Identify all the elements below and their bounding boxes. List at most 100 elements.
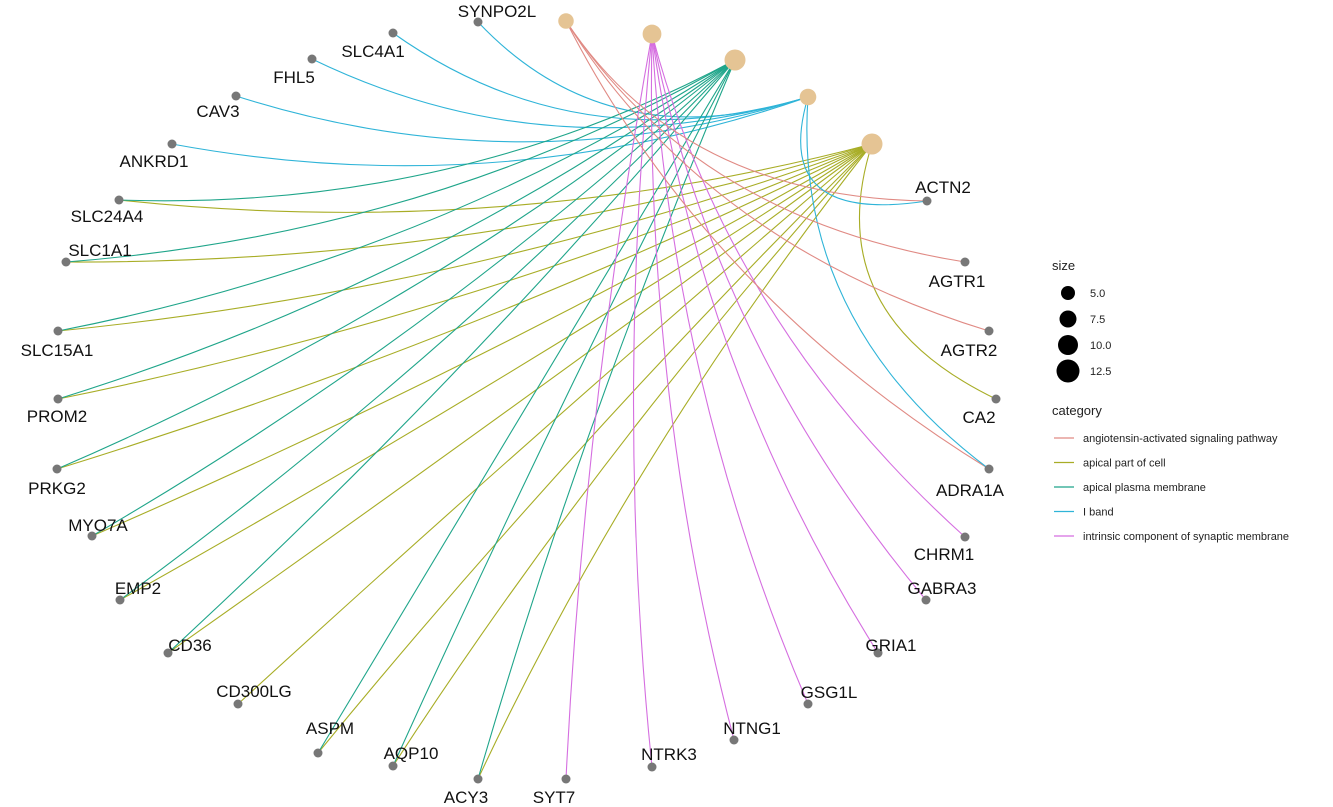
edge-apical_membrane-prom2 [57, 59, 736, 400]
category-node-apical_membrane [724, 49, 746, 71]
gene-label-ankrd1: ANKRD1 [120, 152, 189, 171]
edge-i_band-slc4a1 [392, 32, 809, 121]
gene-label-gabra3: GABRA3 [908, 579, 977, 598]
gene-label-agtr1: AGTR1 [929, 272, 986, 291]
gene-label-gria1: GRIA1 [865, 636, 916, 655]
category-node-synaptic [642, 24, 662, 44]
edge-synaptic-gsg1l [651, 33, 809, 705]
size-legend-dot [1056, 359, 1080, 383]
gene-label-prom2: PROM2 [27, 407, 87, 426]
gene-node-acy3 [473, 774, 483, 784]
gene-node-syt7 [561, 774, 571, 784]
category-node-apical_part [861, 133, 883, 155]
edge-synaptic-chrm1 [651, 33, 966, 538]
gene-label-ca2: CA2 [962, 408, 995, 427]
gene-node-slc1a1 [61, 257, 71, 267]
gene-label-ntng1: NTNG1 [723, 719, 781, 738]
gene-node-ankrd1 [167, 139, 177, 149]
size-legend-dot [1061, 286, 1075, 300]
edge-i_band-adra1a [806, 96, 990, 470]
gene-label-syt7: SYT7 [533, 788, 576, 807]
gene-node-aspm [313, 748, 323, 758]
gene-label-ntrk3: NTRK3 [641, 745, 697, 764]
edge-synaptic-syt7 [565, 33, 653, 780]
size-legend-dot [1058, 335, 1078, 355]
edge-apical_membrane-slc24a4 [118, 59, 736, 202]
gene-node-actn2 [922, 196, 932, 206]
gene-node-gsg1l [803, 699, 813, 709]
edge-apical_part-slc15a1 [57, 143, 873, 332]
category-legend-label-angiotensin: angiotensin-activated signaling pathway [1083, 433, 1278, 445]
edge-apical_membrane-slc1a1 [65, 59, 736, 263]
gene-label-slc15a1: SLC15A1 [21, 341, 94, 360]
category-legend-label-apical_membrane: apical plasma membrane [1083, 482, 1206, 494]
edge-synaptic-ntng1 [650, 33, 735, 741]
category-legend-title: category [1052, 403, 1102, 418]
labels-layer: SYNPO2L SLC4A1 FHL5 CAV3 ANKRD1 SLC24A4 SLC1A1… [21, 2, 1005, 807]
gene-label-myo7a: MYO7A [68, 516, 128, 535]
gene-label-slc24a4: SLC24A4 [71, 207, 144, 226]
edge-angiotensin-agtr2 [565, 20, 990, 332]
category-legend: angiotensin-activated signaling pathway a… [1054, 433, 1289, 543]
edge-apical_part-ca2 [859, 143, 997, 400]
edge-angiotensin-actn2 [565, 20, 928, 202]
legend: size 5.0 7.5 10.0 12.5 category angiotensin… [1052, 258, 1289, 543]
edge-apical_part-slc24a4 [118, 143, 873, 213]
gene-label-slc1a1: SLC1A1 [68, 241, 131, 260]
size-legend-label: 7.5 [1090, 314, 1105, 326]
edge-apical_membrane-myo7a [91, 59, 736, 537]
gene-label-synpo2l: SYNPO2L [458, 2, 536, 21]
gene-node-prom2 [53, 394, 63, 404]
edge-apical_membrane-aqp10 [392, 59, 736, 767]
edge-apical_part-emp2 [119, 143, 873, 601]
gene-label-emp2: EMP2 [115, 579, 161, 598]
gene-node-slc4a1 [388, 28, 398, 38]
edge-i_band-cav3 [235, 95, 809, 143]
edge-apical_part-aspm [317, 143, 873, 754]
gene-label-fhl5: FHL5 [273, 68, 315, 87]
gene-label-slc4a1: SLC4A1 [341, 42, 404, 61]
category-legend-label-synaptic: intrinsic component of synaptic membrane [1083, 531, 1289, 543]
edge-apical_membrane-cd36 [167, 59, 736, 654]
gene-node-ntng1 [729, 735, 739, 745]
gene-node-ca2 [991, 394, 1001, 404]
edge-apical_part-prkg2 [56, 143, 873, 470]
edges-layer [56, 20, 997, 780]
gene-node-myo7a [87, 531, 97, 541]
gene-node-chrm1 [960, 532, 970, 542]
size-legend-label: 10.0 [1090, 340, 1111, 352]
gene-node-aqp10 [388, 761, 398, 771]
gene-label-agtr2: AGTR2 [941, 341, 998, 360]
edge-angiotensin-adra1a [565, 20, 990, 470]
gene-node-fhl5 [307, 54, 317, 64]
edge-apical_membrane-acy3 [477, 59, 736, 780]
edge-synaptic-ntrk3 [632, 33, 653, 768]
category-legend-label-apical_part: apical part of cell [1083, 458, 1166, 470]
gene-label-actn2: ACTN2 [915, 178, 971, 197]
edge-i_band-fhl5 [311, 58, 809, 129]
size-legend-label: 12.5 [1090, 366, 1111, 378]
gene-node-ntrk3 [647, 762, 657, 772]
gene-label-cav3: CAV3 [196, 102, 239, 121]
gene-node-adra1a [984, 464, 994, 474]
edge-synaptic-gabra3 [651, 33, 927, 601]
gene-node-slc15a1 [53, 326, 63, 336]
gene-label-chrm1: CHRM1 [914, 545, 974, 564]
category-node-angiotensin [558, 13, 574, 29]
gene-node-agtr1 [960, 257, 970, 267]
gene-label-acy3: ACY3 [444, 788, 488, 807]
gene-label-prkg2: PRKG2 [28, 479, 86, 498]
gene-label-aqp10: AQP10 [384, 744, 439, 763]
edge-apical_part-myo7a [91, 143, 873, 537]
gene-node-gria1 [873, 648, 883, 658]
category-node-i_band [799, 88, 817, 106]
gene-node-agtr2 [984, 326, 994, 336]
edge-angiotensin-agtr1 [565, 20, 966, 263]
edge-apical_part-slc1a1 [65, 143, 873, 263]
edge-apical_membrane-aspm [317, 59, 736, 754]
gene-label-gsg1l: GSG1L [801, 683, 858, 702]
edge-i_band-ankrd1 [171, 96, 809, 167]
gene-node-cd36 [163, 648, 173, 658]
gene-node-cd300lg [233, 699, 243, 709]
edge-apical_membrane-slc15a1 [57, 59, 736, 332]
